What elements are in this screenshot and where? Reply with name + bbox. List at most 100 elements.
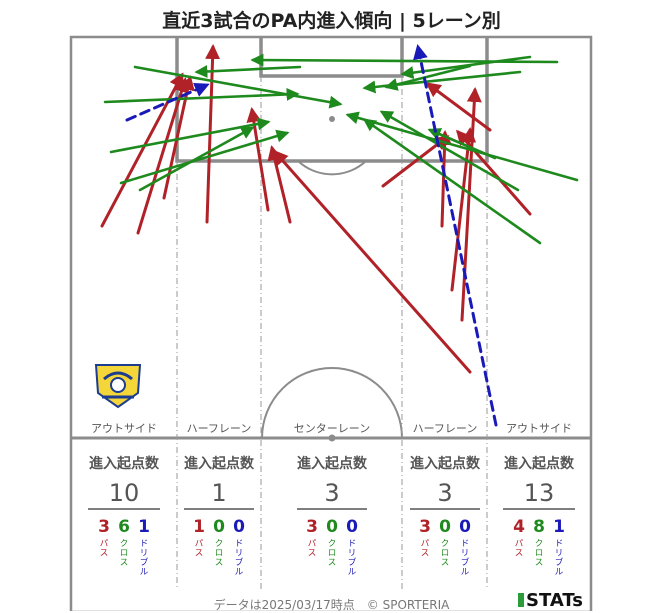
- dribble-label-char: ブ: [461, 557, 470, 568]
- dribble-label-char: リ: [461, 549, 470, 559]
- cross-count: 0: [439, 517, 451, 537]
- cross-label-char: ス: [441, 558, 450, 568]
- lane-label-outside-left: アウトサイド: [91, 422, 157, 435]
- cross-arrow: [103, 87, 300, 104]
- dribble-label-char: ブ: [140, 557, 149, 568]
- brand-logo: STATs: [518, 590, 583, 611]
- cross-arrow: [345, 111, 579, 182]
- lane-total: 13: [524, 479, 555, 507]
- cross-count: 8: [533, 517, 545, 537]
- dribble-label-char: ド: [140, 539, 149, 549]
- dribble-label-char: ド: [235, 539, 244, 549]
- cross-label-char: ス: [215, 558, 224, 568]
- dribble-label-char: ド: [348, 539, 357, 549]
- lane-total: 10: [109, 479, 140, 507]
- pass-label-char: パ: [100, 539, 109, 549]
- lane-label-half-right: ハーフレーン: [413, 422, 478, 435]
- pass-count: 1: [193, 517, 205, 537]
- pass-arrow: [460, 87, 482, 322]
- cross-label-char: ス: [328, 558, 337, 568]
- stat-header: 進入起点数: [297, 455, 368, 472]
- pass-label-char: パ: [515, 539, 524, 549]
- cross-count: 6: [118, 517, 130, 537]
- stat-header: 進入起点数: [504, 455, 575, 472]
- pass-label-char: ス: [515, 549, 524, 559]
- cross-arrow: [194, 65, 302, 78]
- pitch-border: [69, 35, 593, 611]
- dribble-label-char: ブ: [555, 557, 564, 568]
- pass-arrow: [246, 107, 270, 212]
- dribble-count: 0: [233, 517, 245, 537]
- pass-arrow: [456, 129, 532, 216]
- pass-label-char: パ: [195, 539, 204, 549]
- stat-header: 進入起点数: [89, 455, 160, 472]
- cross-arrow: [119, 129, 290, 185]
- lane-labels: アウトサイド ハーフレーン センターレーン ハーフレーン アウトサイド: [91, 422, 572, 435]
- dribble-label-char: ド: [555, 539, 564, 549]
- lane-total: 3: [437, 479, 452, 507]
- dribble-label-char: ド: [461, 539, 470, 549]
- dribble-label-char: ブ: [235, 557, 244, 568]
- cross-label-char: ロ: [328, 549, 337, 559]
- dribble-count: 1: [553, 517, 565, 537]
- dribble-count: 1: [138, 517, 150, 537]
- cross-label-char: ク: [535, 539, 544, 549]
- cross-arrow: [362, 118, 542, 245]
- cross-arrow: [427, 128, 497, 160]
- dribble-label-char: リ: [235, 549, 244, 559]
- pass-label-char: ス: [195, 549, 204, 559]
- lane-totals: 10 1 3 3 13: [109, 479, 555, 507]
- pass-count: 4: [513, 517, 525, 537]
- brand-name: STATs: [526, 590, 583, 611]
- stat-header: 進入起点数: [184, 455, 255, 472]
- dribble-label-char: ル: [555, 568, 564, 578]
- dribble-count: 0: [346, 517, 358, 537]
- pass-arrow: [273, 149, 472, 374]
- cross-label-char: ロ: [120, 549, 129, 559]
- lane-total: 1: [211, 479, 226, 507]
- cross-arrow: [138, 126, 255, 192]
- cross-arrow: [379, 110, 520, 192]
- cross-arrow: [250, 53, 559, 67]
- cross-arrow: [133, 65, 343, 109]
- brand-mark-icon: [518, 593, 525, 607]
- dribble-label-char: ル: [140, 568, 149, 578]
- cross-arrow: [384, 64, 472, 91]
- pass-label-char: パ: [421, 539, 430, 549]
- cross-count: 0: [213, 517, 225, 537]
- cross-label-char: ス: [120, 558, 129, 568]
- pass-arrow: [425, 82, 492, 132]
- footer-note: データは2025/03/17時点 © SPORTERIA: [213, 598, 450, 612]
- dribble-label-char: ブ: [348, 557, 357, 568]
- entry-arrows: [100, 44, 579, 427]
- pass-label-char: パ: [308, 539, 317, 549]
- lane-stat-headers: 進入起点数 進入起点数 進入起点数 進入起点数 進入起点数: [89, 455, 575, 472]
- type-counts: 3パス6クロス1ドリブル1パス0クロス0ドリブル3パス0クロス0ドリブル3パス0…: [98, 517, 565, 578]
- penalty-arc: [297, 160, 367, 176]
- lane-label-center: センターレーン: [294, 422, 370, 435]
- cross-arrow: [109, 117, 271, 154]
- pass-count: 3: [98, 517, 110, 537]
- dribble-label-char: ル: [235, 568, 244, 578]
- lane-total: 3: [324, 479, 339, 507]
- team-crest-icon: [94, 364, 142, 409]
- chart-title: 直近3試合のPA内進入傾向 | 5レーン別: [162, 10, 501, 32]
- lane-label-half-left: ハーフレーン: [187, 422, 252, 435]
- pass-count: 3: [306, 517, 318, 537]
- cross-label-char: ロ: [215, 549, 224, 559]
- cross-label-char: ク: [328, 539, 337, 549]
- pass-arrow: [381, 135, 450, 188]
- cross-label-char: ク: [120, 539, 129, 549]
- dribble-label-char: リ: [140, 549, 149, 559]
- pass-arrow: [450, 127, 477, 292]
- dribble-arrow: [413, 44, 498, 427]
- pass-arrow: [136, 77, 189, 235]
- penalty-spot: [329, 116, 335, 122]
- center-spot: [328, 434, 336, 442]
- dribble-label-char: リ: [348, 549, 357, 559]
- pass-label-char: ス: [308, 549, 317, 559]
- pass-count: 3: [419, 517, 431, 537]
- dribble-label-char: ル: [348, 568, 357, 578]
- lane-dividers: [176, 76, 488, 590]
